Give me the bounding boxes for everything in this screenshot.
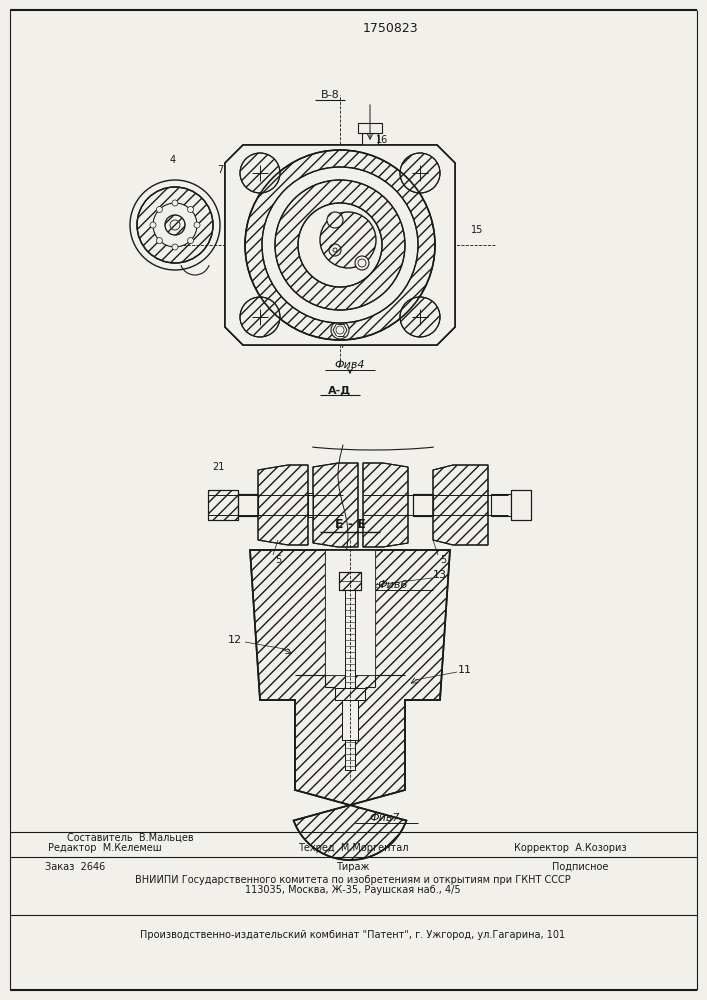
Text: А-Д: А-Д (329, 385, 351, 395)
Text: 5: 5 (275, 555, 281, 565)
Circle shape (245, 150, 435, 340)
Circle shape (275, 180, 405, 310)
Polygon shape (363, 463, 408, 547)
Text: 14: 14 (389, 232, 401, 242)
Circle shape (320, 212, 376, 268)
Circle shape (262, 167, 418, 323)
Bar (208, 490, 238, 520)
Text: Фив7: Фив7 (370, 813, 400, 823)
Text: 6: 6 (410, 145, 416, 155)
Bar (335, 688, 365, 700)
Polygon shape (258, 465, 308, 545)
Text: 12: 12 (237, 245, 249, 255)
Text: Производственно-издательский комбинат "Патент", г. Ужгород, ул.Гагарина, 101: Производственно-издательский комбинат "П… (141, 930, 566, 940)
Circle shape (130, 180, 220, 270)
Text: 1: 1 (327, 298, 332, 308)
Text: 21: 21 (289, 322, 301, 332)
Bar (342, 700, 358, 740)
Circle shape (156, 206, 163, 212)
Text: Техред  М.Моргентал: Техред М.Моргентал (298, 843, 408, 853)
Text: Фив6: Фив6 (378, 580, 408, 590)
Polygon shape (225, 145, 455, 345)
Text: 7: 7 (217, 165, 223, 175)
Polygon shape (225, 145, 455, 345)
Text: 16: 16 (376, 135, 388, 145)
Text: Тираж: Тираж (337, 862, 370, 872)
Circle shape (355, 256, 369, 270)
Text: 12: 12 (228, 635, 242, 645)
Text: 113035, Москва, Ж-35, Раушская наб., 4/5: 113035, Москва, Ж-35, Раушская наб., 4/5 (245, 885, 461, 895)
Text: Подписное: Подписное (551, 862, 608, 872)
Circle shape (327, 212, 343, 228)
Text: Корректор  А.Козориз: Корректор А.Козориз (514, 843, 626, 853)
Text: 7: 7 (339, 340, 345, 350)
Text: Редактор  М.Келемеш: Редактор М.Келемеш (48, 843, 162, 853)
Circle shape (187, 206, 194, 212)
Bar (413, 494, 433, 516)
Text: 15: 15 (471, 225, 483, 235)
Circle shape (333, 248, 337, 252)
Circle shape (240, 297, 280, 337)
Bar (358, 123, 382, 133)
Text: 11: 11 (369, 260, 381, 270)
Text: 11: 11 (458, 665, 472, 675)
Circle shape (165, 215, 185, 235)
Circle shape (156, 238, 163, 244)
Polygon shape (250, 550, 450, 860)
Text: 4: 4 (170, 155, 176, 165)
Bar (308, 493, 313, 517)
Polygon shape (325, 550, 375, 675)
Circle shape (153, 203, 197, 247)
Bar (238, 494, 258, 516)
Polygon shape (433, 465, 488, 545)
Bar (208, 490, 238, 520)
Bar (339, 572, 361, 590)
Bar (413, 494, 433, 516)
Text: А: А (316, 298, 324, 308)
Text: 18: 18 (362, 200, 374, 210)
Circle shape (172, 200, 178, 206)
Bar (511, 490, 531, 520)
Bar (339, 572, 361, 590)
Text: ВНИИПИ Государственного комитета по изобретениям и открытиям при ГКНТ СССР: ВНИИПИ Государственного комитета по изоб… (135, 875, 571, 885)
Circle shape (331, 321, 349, 339)
Text: Е: Е (337, 298, 344, 308)
Circle shape (187, 238, 194, 244)
Bar (362, 133, 378, 145)
Bar (335, 688, 365, 700)
Circle shape (194, 222, 200, 228)
Bar (345, 590, 355, 770)
Text: 23: 23 (316, 202, 328, 212)
Bar (238, 494, 258, 516)
Circle shape (400, 297, 440, 337)
Text: Е - Е: Е - Е (334, 518, 366, 532)
Text: Фив4: Фив4 (334, 360, 366, 370)
Circle shape (172, 244, 178, 250)
Circle shape (400, 153, 440, 193)
Text: 1750823: 1750823 (362, 21, 418, 34)
Text: Заказ  2646: Заказ 2646 (45, 862, 105, 872)
Circle shape (298, 203, 382, 287)
Circle shape (137, 187, 213, 263)
Polygon shape (225, 145, 455, 345)
Text: 5: 5 (440, 555, 446, 565)
Circle shape (240, 153, 280, 193)
Text: 10: 10 (264, 145, 276, 155)
Text: В-8: В-8 (321, 90, 339, 100)
Bar (325, 550, 375, 675)
Polygon shape (313, 463, 358, 547)
Text: 13: 13 (433, 570, 447, 580)
Text: Составитель  В.Мальцев: Составитель В.Мальцев (66, 833, 193, 843)
Text: 8: 8 (160, 208, 166, 218)
Bar (491, 494, 511, 516)
Circle shape (150, 222, 156, 228)
Text: 21: 21 (212, 462, 224, 472)
Bar (511, 490, 531, 520)
